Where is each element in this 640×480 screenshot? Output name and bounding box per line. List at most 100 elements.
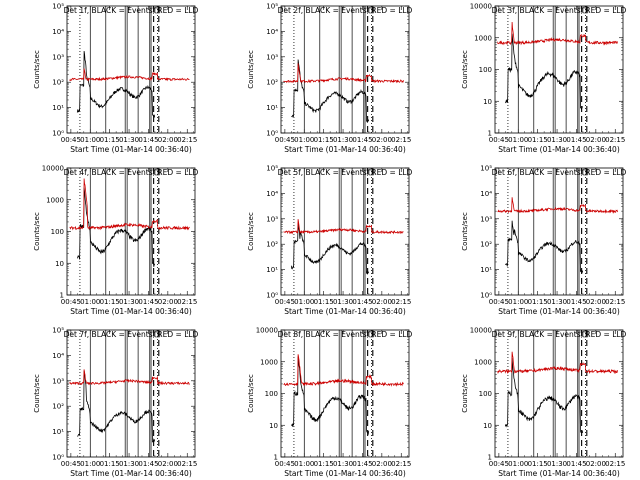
y-axis-label: Counts/sec <box>461 50 469 89</box>
x-tick-label: 01:45 <box>138 136 158 144</box>
x-tick-label: 01:15 <box>314 136 334 144</box>
series-line-lld <box>283 63 404 84</box>
series-line-lld <box>69 369 190 386</box>
series-line-events <box>291 59 370 123</box>
x-tick-label: 00:45 <box>61 298 81 306</box>
plot-area <box>283 6 404 133</box>
y-tick-label: 10³ <box>52 377 64 385</box>
x-tick-label: 01:30 <box>547 136 567 144</box>
detector-panel-5: Det 5f, BLACK = Events, RED = LLD 10⁰ 10¹ 1… <box>247 165 413 317</box>
series-line-events <box>504 358 584 433</box>
y-tick-label: 10 <box>269 422 278 430</box>
y-tick-label: 1 <box>488 130 492 138</box>
x-tick-label: 01:00 <box>508 136 528 144</box>
y-tick-label: 1 <box>60 292 64 300</box>
plot-area <box>283 168 404 295</box>
y-axis-label: Counts/sec <box>33 374 41 413</box>
x-tick-label: 02:00 <box>158 460 178 468</box>
x-tick-label: 00:45 <box>489 460 509 468</box>
plot-frame <box>494 5 624 134</box>
y-tick-label: 10 <box>483 98 492 106</box>
x-tick-label: 00:45 <box>489 298 509 306</box>
series-line-lld <box>69 178 190 231</box>
y-tick-label: 10⁰ <box>480 292 492 300</box>
x-tick-label: 01:15 <box>528 136 548 144</box>
saa-box-mark <box>368 168 375 176</box>
y-tick-label: 10⁴ <box>480 190 492 198</box>
x-tick-label: 02:00 <box>158 136 178 144</box>
x-tick-label: 02:15 <box>391 298 411 306</box>
y-axis-label: Counts/sec <box>247 212 255 251</box>
y-tick-label: 10⁴ <box>266 190 278 198</box>
y-axis-label: Counts/sec <box>247 374 255 413</box>
x-axis-label: Start Time (01-Mar-14 00:36:40) <box>498 469 620 478</box>
detector-panel-7: Det 7f, BLACK = Events, RED = LLD 10⁰ 10¹ 1… <box>33 327 199 479</box>
y-tick-label: 1 <box>488 454 492 462</box>
y-tick-label: 10¹ <box>266 266 278 274</box>
plot-area <box>283 330 404 457</box>
series-line-lld <box>497 21 618 46</box>
y-tick-label: 10⁰ <box>266 130 278 138</box>
x-tick-label: 02:15 <box>605 136 625 144</box>
plot-area <box>497 168 618 295</box>
panel-title: Det 7f, BLACK = Events, RED = LLD <box>64 330 199 339</box>
y-tick-label: 10000 <box>470 3 492 11</box>
x-tick-label: 01:45 <box>352 460 372 468</box>
x-axis-label: Start Time (01-Mar-14 00:36:40) <box>284 307 406 316</box>
x-tick-label: 02:00 <box>158 298 178 306</box>
panel-title: Det 6f, BLACK = Events, RED = LLD <box>492 168 627 177</box>
panel-title: Det 4f, BLACK = Events, RED = LLD <box>64 168 199 177</box>
y-axis-label: Counts/sec <box>33 212 41 251</box>
x-tick-label: 01:45 <box>566 298 586 306</box>
saa-box-mark <box>582 6 589 14</box>
x-tick-label: 00:45 <box>61 460 81 468</box>
y-tick-label: 10² <box>52 403 64 411</box>
y-tick-label: 10000 <box>42 165 64 173</box>
x-tick-label: 01:30 <box>333 136 353 144</box>
x-tick-label: 00:45 <box>275 298 295 306</box>
x-tick-label: 02:00 <box>372 136 392 144</box>
x-tick-label: 02:00 <box>372 298 392 306</box>
y-tick-label: 1 <box>274 454 278 462</box>
x-tick-label: 01:00 <box>294 298 314 306</box>
x-tick-label: 02:15 <box>605 460 625 468</box>
x-tick-label: 01:00 <box>80 298 100 306</box>
detector-panel-6: Det 6f, BLACK = Events, RED = LLD 10⁰ 10¹ 1… <box>461 165 627 317</box>
x-tick-label: 02:00 <box>586 298 606 306</box>
plot-frame <box>66 167 196 296</box>
panel-title: Det 3f, BLACK = Events, RED = LLD <box>492 6 627 15</box>
y-tick-label: 10³ <box>52 53 64 61</box>
detector-panel-8: Det 8f, BLACK = Events, RED = LLD 1 10 100 1… <box>247 327 413 479</box>
saa-box-mark <box>368 330 375 338</box>
y-tick-label: 1000 <box>474 34 492 42</box>
x-tick-label: 02:00 <box>586 460 606 468</box>
x-tick-label: 01:00 <box>294 460 314 468</box>
x-tick-label: 02:15 <box>605 298 625 306</box>
y-tick-label: 10¹ <box>52 428 64 436</box>
y-tick-label: 10² <box>266 79 278 87</box>
y-tick-label: 10⁵ <box>480 165 492 173</box>
x-tick-label: 02:15 <box>391 136 411 144</box>
y-tick-label: 100 <box>479 390 492 398</box>
detector-panel-3: Det 3f, BLACK = Events, RED = LLD 1 10 100 1… <box>461 3 627 155</box>
series-line-lld <box>69 68 190 82</box>
y-tick-label: 10⁵ <box>266 165 278 173</box>
saa-box-mark <box>154 168 161 176</box>
y-tick-label: 100 <box>265 390 278 398</box>
plot-area <box>69 168 190 295</box>
x-tick-label: 00:45 <box>275 136 295 144</box>
y-tick-label: 1000 <box>474 358 492 366</box>
x-tick-label: 01:30 <box>119 298 139 306</box>
plot-frame <box>280 5 410 134</box>
x-tick-label: 01:45 <box>138 460 158 468</box>
plot-frame <box>66 329 196 458</box>
x-tick-label: 01:15 <box>528 460 548 468</box>
y-tick-label: 10 <box>483 422 492 430</box>
x-tick-label: 01:45 <box>352 298 372 306</box>
x-tick-label: 01:30 <box>333 298 353 306</box>
plot-frame <box>66 5 196 134</box>
y-tick-label: 10⁵ <box>266 3 278 11</box>
y-tick-label: 10³ <box>266 53 278 61</box>
y-tick-label: 10⁰ <box>52 454 64 462</box>
